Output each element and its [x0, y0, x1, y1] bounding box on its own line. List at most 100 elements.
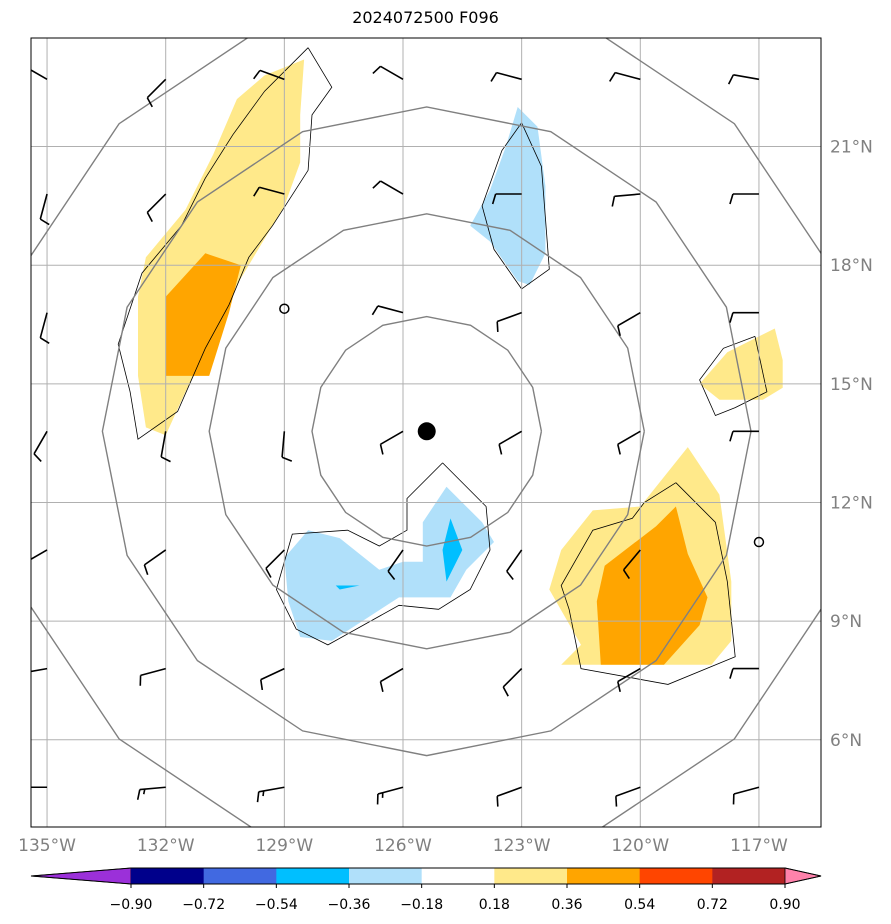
contour-line-3	[560, 482, 736, 685]
wind-barb-staff	[622, 549, 641, 571]
colorbar-bin	[276, 868, 350, 884]
lat-tick-label: 9°N	[830, 612, 862, 632]
wind-barb-feather	[615, 796, 618, 807]
wind-barb-feather	[379, 681, 384, 692]
wind-barb	[609, 71, 641, 82]
wind-barb	[39, 312, 50, 344]
wind-barb-feather	[20, 673, 21, 683]
lon-tick-label: 117°W	[730, 836, 788, 856]
wind-barb-feather	[496, 321, 499, 333]
range-ring-1	[208, 213, 645, 650]
wind-barb	[496, 311, 522, 333]
wind-barb-feather	[372, 65, 382, 75]
wind-barb-staff	[260, 667, 285, 681]
wind-barb-feather	[379, 444, 384, 455]
wind-barb-staff	[502, 668, 523, 688]
wind-barb	[727, 74, 760, 85]
wind-barb	[136, 786, 166, 800]
lat-tick-label: 18°N	[830, 256, 873, 276]
wind-barb-staff	[733, 786, 760, 795]
wind-barb	[253, 69, 285, 81]
wind-barb	[496, 786, 522, 807]
wind-barb	[491, 193, 522, 205]
wind-barb-staff	[498, 430, 523, 446]
wind-barb-staff	[139, 786, 166, 791]
calm-wind-circle	[753, 536, 765, 548]
wind-barb	[506, 549, 523, 580]
colorbar-label: 0.18	[479, 897, 510, 913]
lat-tick-label: 21°N	[830, 138, 873, 158]
wind-barb-feather	[617, 681, 621, 692]
shaded-region-4	[699, 328, 783, 400]
wind-barb-feather	[498, 444, 503, 455]
wind-barb-staff	[496, 311, 522, 323]
wind-barb-feather	[265, 567, 272, 578]
wind-barb	[259, 667, 285, 691]
wind-barbs	[20, 65, 760, 807]
shaded-region-deep-blue-small	[335, 585, 360, 590]
wind-barb-staff	[496, 786, 522, 797]
lon-tick-label: 132°W	[137, 836, 195, 856]
contour-line-2	[275, 462, 491, 646]
colorbar: −0.90 −0.72 −0.54 −0.36 −0.18 0.18 0.36 0.54 0.7…	[30, 867, 822, 913]
wind-barb	[729, 193, 759, 205]
wind-barb-feather	[727, 74, 735, 85]
wind-barb-staff	[506, 549, 523, 572]
wind-barb-staff	[387, 549, 404, 572]
wind-barb	[729, 430, 759, 442]
wind-barb	[617, 667, 641, 692]
wind-barb-feather	[146, 212, 153, 222]
wind-barb-feather	[160, 456, 171, 463]
wind-barb-staff	[31, 69, 48, 81]
colorbar-label: 0.36	[551, 897, 582, 913]
wind-barb-staff	[39, 193, 48, 220]
wind-barb-staff	[31, 549, 48, 561]
colorbar-label: −0.72	[182, 897, 225, 913]
wind-barb-feather	[387, 570, 396, 580]
wind-barb-staff	[160, 431, 167, 458]
colorbar-label: 0.72	[697, 897, 728, 913]
wind-barb-staff	[281, 431, 286, 458]
wind-barb	[146, 78, 167, 108]
contour-lines	[117, 47, 768, 685]
wind-barb-staff	[380, 430, 404, 446]
wind-barb	[31, 786, 48, 789]
wind-barb	[611, 193, 641, 207]
colorbar-bin	[421, 868, 495, 884]
colorbar-label: 0.90	[769, 897, 800, 913]
wind-barb-feather	[617, 444, 621, 455]
lat-tick-label: 12°N	[830, 494, 873, 514]
wind-barb	[379, 430, 404, 455]
wind-barb	[20, 667, 48, 683]
colorbar-label: −0.90	[110, 897, 153, 913]
wind-barb-feather	[490, 72, 498, 82]
lon-tick-label: 135°W	[18, 836, 76, 856]
wind-barb-feather	[146, 97, 153, 108]
shaded-region-deep-blue	[442, 518, 463, 582]
wind-barb-feather	[371, 305, 379, 316]
wind-barb-feather	[253, 186, 260, 197]
wind-barb	[617, 430, 641, 455]
wind-barb	[160, 431, 171, 463]
lat-tick-label: 15°N	[830, 375, 873, 395]
wind-barb-staff	[614, 193, 641, 198]
wind-barb	[379, 667, 404, 692]
wind-barb-feather	[491, 193, 497, 205]
wind-barb	[622, 549, 641, 580]
wind-barb-feather	[622, 569, 630, 580]
wind-barb	[146, 193, 167, 222]
wind-barb-staff	[496, 71, 522, 81]
colorbar-bin	[131, 868, 205, 884]
map-title: 2024072500 F096	[352, 8, 499, 27]
range-ring-0	[311, 315, 543, 547]
wind-barb-feather	[136, 789, 141, 800]
wind-barb	[387, 549, 404, 580]
wind-barb	[256, 786, 285, 803]
wind-barb	[729, 667, 759, 679]
range-rings	[31, 38, 821, 827]
wind-barb-feather	[281, 456, 293, 462]
wind-barb-staff	[259, 186, 285, 195]
wind-barb	[39, 193, 50, 226]
wind-barb-staff	[31, 667, 48, 673]
